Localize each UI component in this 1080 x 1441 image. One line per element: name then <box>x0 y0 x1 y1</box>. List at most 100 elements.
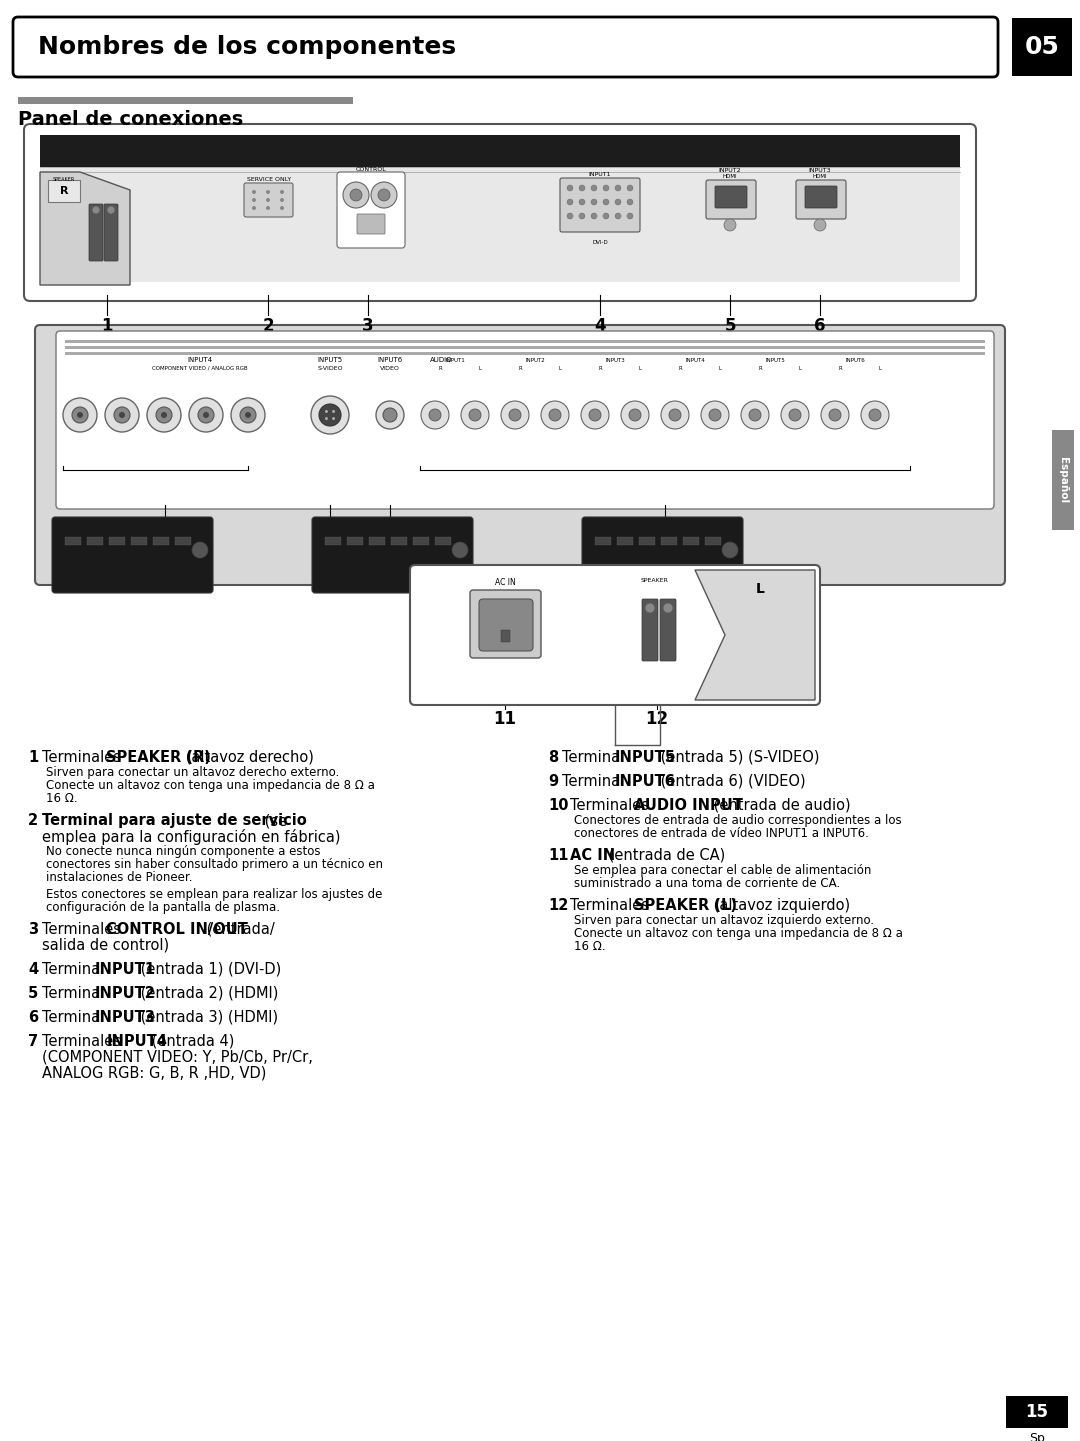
Circle shape <box>266 190 270 195</box>
Text: Conectores de entrada de audio correspondientes a los: Conectores de entrada de audio correspon… <box>573 814 902 827</box>
Polygon shape <box>40 171 130 285</box>
Text: HDMI: HDMI <box>812 174 827 179</box>
Text: INPUT3: INPUT3 <box>809 169 832 173</box>
Text: 5: 5 <box>28 986 38 1001</box>
Text: Español: Español <box>1058 457 1068 503</box>
Text: INPUT2: INPUT2 <box>95 986 156 1001</box>
Text: salida de control): salida de control) <box>42 938 170 953</box>
Text: 16 Ω.: 16 Ω. <box>46 793 78 806</box>
Text: (entrada/: (entrada/ <box>202 922 274 937</box>
Circle shape <box>189 398 222 432</box>
Text: 9: 9 <box>384 530 395 549</box>
Text: Terminal: Terminal <box>42 963 109 977</box>
Text: 2: 2 <box>262 317 274 334</box>
Circle shape <box>311 396 349 434</box>
Bar <box>87 537 103 545</box>
Text: 3: 3 <box>28 922 38 937</box>
Circle shape <box>789 409 801 421</box>
Text: Panel de conexiones: Panel de conexiones <box>18 110 243 130</box>
Text: (entrada 1) (DVI-D): (entrada 1) (DVI-D) <box>135 963 281 977</box>
Circle shape <box>280 190 284 195</box>
Text: (entrada 4): (entrada 4) <box>147 1035 234 1049</box>
Bar <box>131 537 147 545</box>
FancyBboxPatch shape <box>104 205 118 261</box>
Circle shape <box>741 401 769 429</box>
Text: SPEAKER: SPEAKER <box>642 578 669 584</box>
Bar <box>391 537 407 545</box>
Text: Sp: Sp <box>1029 1432 1045 1441</box>
Circle shape <box>615 199 621 205</box>
FancyBboxPatch shape <box>89 205 103 261</box>
Circle shape <box>72 406 87 424</box>
Text: emplea para la configuración en fábrica): emplea para la configuración en fábrica) <box>42 829 341 844</box>
Text: INPUT2: INPUT2 <box>525 357 545 363</box>
FancyBboxPatch shape <box>337 171 405 248</box>
Circle shape <box>372 182 397 208</box>
Text: 4: 4 <box>594 317 606 334</box>
Text: 9: 9 <box>548 774 558 790</box>
Bar <box>65 537 81 545</box>
Bar <box>1005 1396 1068 1428</box>
Text: SPEAKER (R): SPEAKER (R) <box>106 749 212 765</box>
Circle shape <box>203 412 210 418</box>
FancyBboxPatch shape <box>52 517 213 594</box>
Circle shape <box>567 184 573 192</box>
Circle shape <box>567 199 573 205</box>
Circle shape <box>453 542 468 558</box>
Circle shape <box>198 406 214 424</box>
Bar <box>435 537 451 545</box>
Text: (entrada de audio): (entrada de audio) <box>708 798 850 813</box>
Circle shape <box>192 542 208 558</box>
Text: R: R <box>59 186 68 196</box>
Bar <box>705 537 721 545</box>
Text: HDMI: HDMI <box>723 174 738 179</box>
Text: ANALOG RGB: G, B, R ,HD, VD): ANALOG RGB: G, B, R ,HD, VD) <box>42 1066 267 1081</box>
Text: (entrada 5) (S-VIDEO): (entrada 5) (S-VIDEO) <box>656 749 819 765</box>
Text: S-VIDEO: S-VIDEO <box>318 366 342 370</box>
Text: R: R <box>438 366 442 370</box>
Circle shape <box>627 199 633 205</box>
Text: INPUT1: INPUT1 <box>95 963 156 977</box>
Text: Sirven para conectar un altavoz derecho externo.: Sirven para conectar un altavoz derecho … <box>46 767 340 780</box>
Text: L: L <box>878 366 881 370</box>
Circle shape <box>107 206 114 215</box>
Circle shape <box>579 213 585 219</box>
Circle shape <box>603 199 609 205</box>
Text: AC IN: AC IN <box>495 578 515 586</box>
Text: 7: 7 <box>159 530 171 549</box>
Circle shape <box>280 206 284 210</box>
Circle shape <box>105 398 139 432</box>
Circle shape <box>869 409 881 421</box>
Bar <box>40 135 960 167</box>
Circle shape <box>147 398 181 432</box>
Circle shape <box>781 401 809 429</box>
Text: 6: 6 <box>814 317 826 334</box>
Text: Terminales: Terminales <box>570 898 653 914</box>
Text: Conecte un altavoz con tenga una impedancia de 8 Ω a: Conecte un altavoz con tenga una impedan… <box>573 927 903 940</box>
Text: (altavoz izquierdo): (altavoz izquierdo) <box>708 898 850 914</box>
Circle shape <box>332 416 335 419</box>
FancyBboxPatch shape <box>715 186 747 208</box>
Circle shape <box>627 184 633 192</box>
Bar <box>595 537 611 545</box>
Circle shape <box>701 401 729 429</box>
Circle shape <box>325 416 328 419</box>
Circle shape <box>603 213 609 219</box>
Circle shape <box>350 189 362 200</box>
Circle shape <box>319 403 341 427</box>
Text: COMPONENT VIDEO / ANALOG RGB: COMPONENT VIDEO / ANALOG RGB <box>152 366 247 370</box>
Bar <box>175 537 191 545</box>
Circle shape <box>77 412 83 418</box>
Bar <box>109 537 125 545</box>
Text: INPUT4: INPUT4 <box>685 357 705 363</box>
Text: configuración de la pantalla de plasma.: configuración de la pantalla de plasma. <box>46 901 281 914</box>
Circle shape <box>814 219 826 231</box>
Bar <box>65 352 985 354</box>
Text: INPUT5: INPUT5 <box>318 357 342 363</box>
FancyBboxPatch shape <box>24 124 976 301</box>
Text: SPEAKER: SPEAKER <box>53 177 76 182</box>
Text: 4: 4 <box>28 963 38 977</box>
Circle shape <box>750 409 761 421</box>
Bar <box>18 97 353 104</box>
Text: 16 Ω.: 16 Ω. <box>573 940 606 953</box>
